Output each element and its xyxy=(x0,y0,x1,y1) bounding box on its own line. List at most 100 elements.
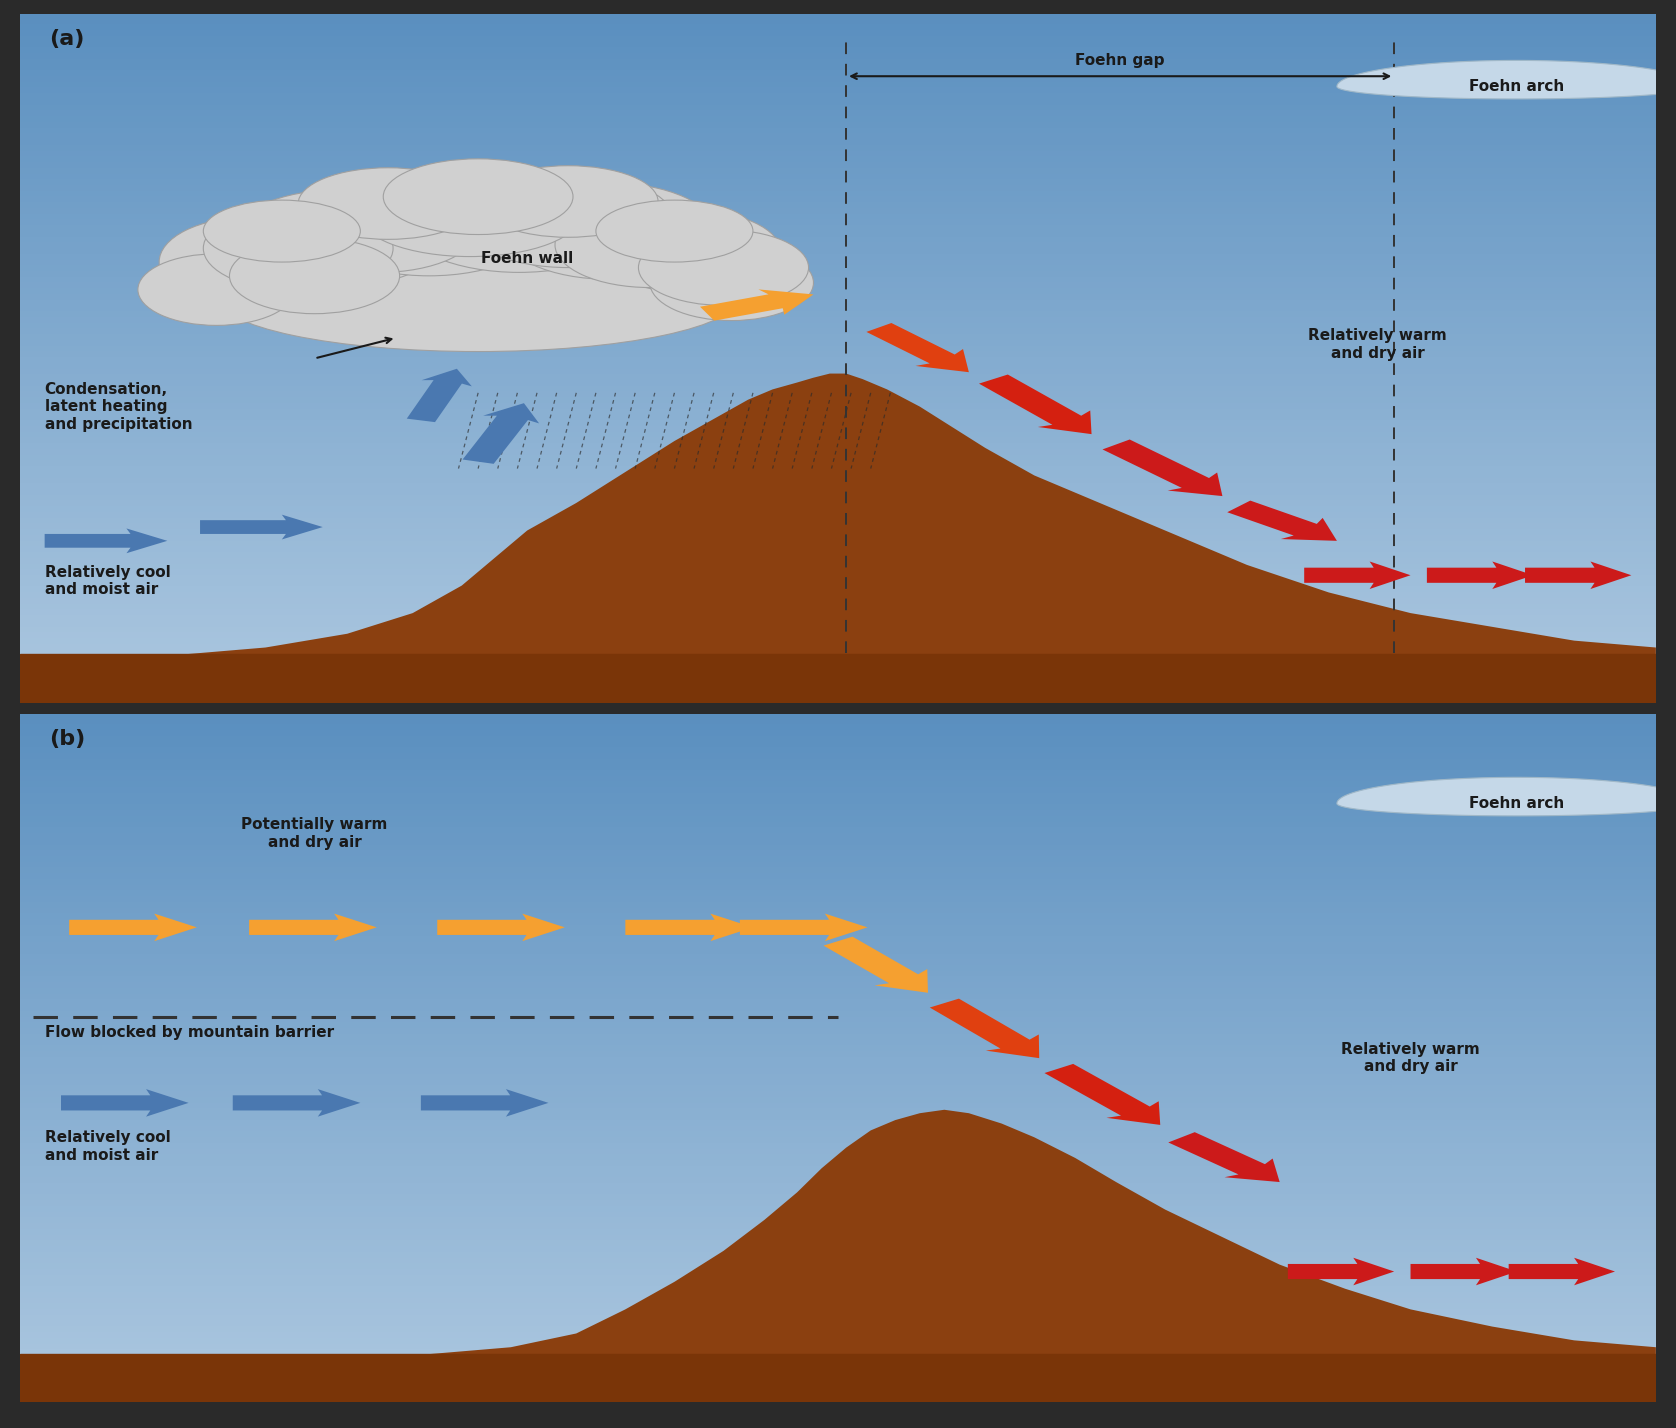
Ellipse shape xyxy=(503,183,716,280)
FancyArrow shape xyxy=(625,914,753,941)
Bar xyxy=(20,627,1656,634)
Bar xyxy=(20,920,1656,927)
Bar xyxy=(20,1000,1656,1007)
FancyArrow shape xyxy=(199,514,323,540)
FancyArrow shape xyxy=(437,914,565,941)
Bar xyxy=(20,1040,1656,1047)
Bar xyxy=(20,380,1656,387)
Bar xyxy=(20,1224,1656,1230)
Bar xyxy=(20,53,1656,60)
Bar xyxy=(20,266,1656,273)
Ellipse shape xyxy=(315,173,543,276)
Bar xyxy=(20,167,1656,174)
Bar xyxy=(20,821,1656,828)
Bar xyxy=(20,931,1656,938)
Bar xyxy=(20,30,1656,37)
FancyArrow shape xyxy=(1287,1258,1394,1285)
Bar xyxy=(20,610,1656,617)
Ellipse shape xyxy=(555,203,744,287)
Bar xyxy=(20,880,1656,885)
Bar xyxy=(20,804,1656,811)
Text: Foehn gap: Foehn gap xyxy=(1076,53,1165,69)
Bar xyxy=(20,76,1656,83)
Ellipse shape xyxy=(230,238,399,314)
Bar xyxy=(20,1080,1656,1087)
FancyArrow shape xyxy=(60,1090,189,1117)
FancyArrow shape xyxy=(979,374,1091,434)
Bar xyxy=(20,494,1656,501)
FancyArrow shape xyxy=(701,290,813,321)
Bar xyxy=(20,1045,1656,1052)
Bar xyxy=(20,844,1656,851)
Bar xyxy=(20,1384,1656,1391)
Bar xyxy=(20,317,1656,324)
Ellipse shape xyxy=(282,183,478,273)
Bar xyxy=(20,260,1656,267)
Ellipse shape xyxy=(203,200,360,263)
Bar xyxy=(20,1091,1656,1098)
Bar xyxy=(20,1332,1656,1339)
Bar xyxy=(20,1344,1656,1351)
Polygon shape xyxy=(20,1354,1656,1402)
FancyArrow shape xyxy=(930,998,1039,1058)
Bar xyxy=(20,850,1656,857)
Bar xyxy=(20,70,1656,77)
Bar xyxy=(20,536,1656,543)
Bar xyxy=(20,1321,1656,1328)
Bar xyxy=(20,127,1656,134)
Bar xyxy=(20,948,1656,955)
FancyArrow shape xyxy=(69,914,196,941)
FancyArrow shape xyxy=(1525,561,1631,588)
Bar xyxy=(20,328,1656,336)
Bar xyxy=(20,443,1656,450)
Bar xyxy=(20,724,1656,731)
FancyArrow shape xyxy=(1227,501,1337,541)
Bar xyxy=(20,678,1656,685)
Text: Flow blocked by mountain barrier: Flow blocked by mountain barrier xyxy=(45,1025,334,1040)
Bar xyxy=(20,1298,1656,1305)
Bar xyxy=(20,1114,1656,1121)
Bar xyxy=(20,897,1656,904)
Bar xyxy=(20,1258,1656,1265)
Bar xyxy=(20,530,1656,537)
Bar xyxy=(20,575,1656,583)
Bar xyxy=(20,1194,1656,1201)
Bar xyxy=(20,758,1656,765)
Polygon shape xyxy=(20,1110,1656,1402)
Bar xyxy=(20,1160,1656,1167)
Bar xyxy=(20,237,1656,244)
Bar xyxy=(20,1068,1656,1075)
Bar xyxy=(20,220,1656,227)
Bar xyxy=(20,197,1656,204)
Bar xyxy=(20,747,1656,754)
Bar xyxy=(20,1252,1656,1259)
Bar xyxy=(20,271,1656,278)
Bar xyxy=(20,64,1656,71)
FancyArrow shape xyxy=(1103,440,1222,496)
Bar xyxy=(20,638,1656,645)
Bar xyxy=(20,483,1656,490)
Bar xyxy=(20,1165,1656,1172)
FancyArrow shape xyxy=(823,937,929,992)
Bar xyxy=(20,695,1656,703)
Bar xyxy=(20,500,1656,507)
Bar xyxy=(20,116,1656,123)
Bar xyxy=(20,1355,1656,1362)
FancyArrow shape xyxy=(45,528,168,553)
Bar xyxy=(20,1327,1656,1334)
Bar xyxy=(20,977,1656,984)
Bar xyxy=(20,621,1656,628)
Bar xyxy=(20,1230,1656,1237)
Bar xyxy=(20,1182,1656,1190)
Bar xyxy=(20,150,1656,157)
Text: Condensation,
latent heating
and precipitation: Condensation, latent heating and precipi… xyxy=(45,381,193,431)
Ellipse shape xyxy=(216,241,739,351)
Bar xyxy=(20,713,1656,720)
Bar xyxy=(20,1287,1656,1294)
Bar xyxy=(20,593,1656,600)
Bar xyxy=(20,121,1656,129)
Bar xyxy=(20,570,1656,577)
Bar xyxy=(20,1218,1656,1224)
FancyArrow shape xyxy=(233,1090,360,1117)
Bar xyxy=(20,810,1656,817)
